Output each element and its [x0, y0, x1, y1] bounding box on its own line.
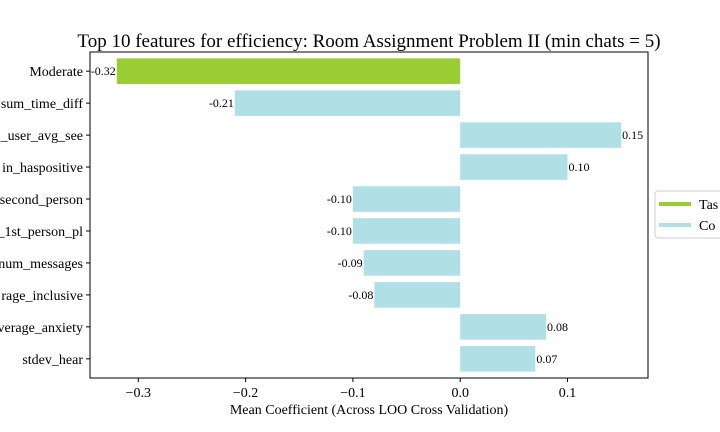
bar-value-label: -0.08: [348, 288, 373, 302]
bar-9: [460, 314, 547, 340]
plot-area: [89, 51, 649, 379]
x-tick-label: −0.3: [126, 386, 151, 401]
bar-7: [363, 250, 461, 276]
bar-value-label: -0.09: [338, 256, 363, 270]
legend-label: Co: [699, 219, 715, 234]
bar-1: [116, 58, 461, 84]
y-tick-label: second_person: [0, 193, 83, 208]
bar-10: [460, 346, 536, 372]
bar-value-label: -0.10: [327, 192, 352, 206]
y-tick-label: num_messages: [0, 257, 83, 272]
bar-value-label: 0.10: [569, 160, 590, 174]
y-tick-label: _user_avg_see: [0, 129, 83, 144]
y-tick-label: rage_inclusive: [1, 289, 83, 304]
bar-value-label: -0.21: [209, 96, 234, 110]
y-tick-label: sum_time_diff: [1, 97, 84, 112]
y-tick-label: Moderate: [29, 65, 83, 80]
bar-value-label: -0.10: [327, 224, 352, 238]
x-tick-label: 0.1: [559, 386, 577, 401]
bar-6: [352, 218, 461, 244]
bar-value-label: 0.07: [536, 352, 557, 366]
x-tick-label: −0.1: [340, 386, 365, 401]
bar-value-label: 0.08: [547, 320, 568, 334]
bar-5: [352, 186, 461, 212]
y-tick-label: stdev_hear: [22, 353, 83, 368]
x-axis: −0.3 −0.2 −0.1 0.0 0.1: [126, 378, 577, 401]
bar-3: [460, 122, 622, 148]
bar-value-label: -0.32: [91, 64, 116, 78]
legend-label: Tas: [699, 198, 718, 213]
bar-8: [374, 282, 461, 308]
chart-title: Top 10 features for efficiency: Room Ass…: [77, 31, 660, 52]
y-axis: Moderate sum_time_diff _user_avg_see in_has…: [0, 65, 90, 368]
bars-layer: -0.32 -0.21 0.15 0.10 -0.10 -0.10 -0.09 -0.08 0.…: [91, 58, 643, 372]
y-tick-label: verage_anxiety: [0, 321, 83, 336]
x-axis-label: Mean Coefficient (Across LOO Cross Valid…: [230, 403, 509, 418]
y-tick-label: in_haspositive: [2, 161, 83, 176]
bar-4: [460, 154, 568, 180]
y-tick-label: _1st_person_pl: [0, 225, 83, 240]
bar-2: [234, 90, 461, 116]
legend: Tas Co: [654, 190, 720, 239]
bar-value-label: 0.15: [622, 128, 643, 142]
x-tick-label: 0.0: [451, 386, 469, 401]
x-tick-label: −0.2: [233, 386, 258, 401]
